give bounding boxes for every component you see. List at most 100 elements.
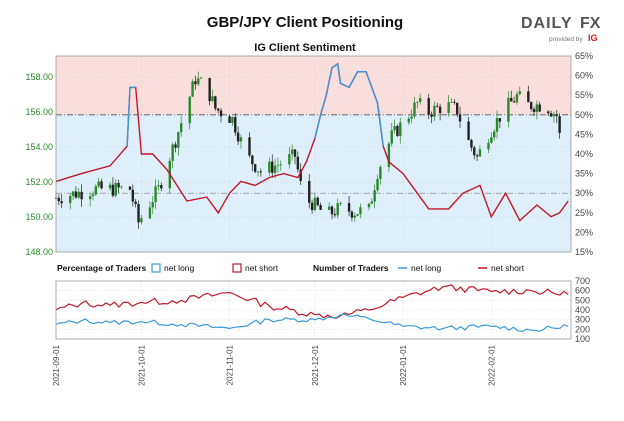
price-candle xyxy=(288,146,291,169)
net-short-background xyxy=(56,56,571,115)
price-candle xyxy=(413,97,416,119)
net-long-segment xyxy=(331,63,339,69)
price-candle xyxy=(171,142,174,169)
percentage-tick: 55% xyxy=(575,90,593,100)
price-candle xyxy=(296,151,300,173)
price-candles xyxy=(54,71,561,229)
price-candle xyxy=(120,185,123,190)
price-candle xyxy=(91,191,95,201)
price-tick: 158.00 xyxy=(25,72,53,82)
price-candle xyxy=(492,129,496,141)
price-candle xyxy=(94,184,98,196)
traders-grid xyxy=(55,280,571,340)
price-candle xyxy=(336,198,339,219)
price-candle xyxy=(271,154,274,179)
price-candle xyxy=(214,95,217,111)
price-candle xyxy=(416,100,419,109)
price-candle xyxy=(114,179,117,198)
price-candle xyxy=(100,178,103,190)
net-long-segment xyxy=(340,82,350,88)
price-candle xyxy=(211,89,214,103)
price-candle xyxy=(532,106,536,116)
percentage-tick: 45% xyxy=(575,129,593,139)
price-candle xyxy=(69,193,72,210)
price-candle xyxy=(117,179,120,194)
price-candle xyxy=(399,117,402,144)
traders-tick: 300 xyxy=(575,315,590,325)
traders-tick: 500 xyxy=(575,295,590,305)
price-candle xyxy=(549,110,553,118)
price-candle xyxy=(370,198,374,204)
price-candle xyxy=(529,101,533,112)
price-candle xyxy=(512,96,516,103)
price-candle xyxy=(376,174,379,193)
price-candle xyxy=(216,108,220,114)
traders-tick: 700 xyxy=(575,276,590,286)
price-candle xyxy=(251,154,254,172)
price-candle xyxy=(80,184,83,207)
price-candle xyxy=(347,196,351,217)
price-candle xyxy=(367,202,371,211)
date-tick: 2022-02-01 xyxy=(487,344,496,385)
percentage-tick: 30% xyxy=(575,188,593,198)
price-candle xyxy=(308,174,311,209)
price-candle xyxy=(276,157,280,173)
price-candle xyxy=(194,75,197,90)
percentage-tick: 20% xyxy=(575,227,593,237)
price-candle xyxy=(191,79,194,97)
price-axis: 148.00 150.00 152.00 154.00 156.00 158.00 xyxy=(25,72,53,257)
price-candle xyxy=(71,190,75,200)
price-candle xyxy=(475,153,479,162)
price-candle xyxy=(293,148,297,165)
price-candle xyxy=(552,111,556,123)
price-candle xyxy=(310,199,314,214)
price-candle xyxy=(427,93,430,120)
price-candle xyxy=(447,95,450,117)
price-candle xyxy=(228,114,231,123)
price-candle xyxy=(77,187,80,199)
dailyfx-logo: DAILY FX provided by IG xyxy=(521,15,601,43)
price-candle xyxy=(478,145,482,158)
price-candle xyxy=(179,116,183,137)
percentage-tick: 50% xyxy=(575,110,593,120)
price-candle xyxy=(134,198,137,208)
price-candle xyxy=(507,91,510,128)
price-candle xyxy=(527,85,530,103)
price-candle xyxy=(330,205,334,220)
price-candle xyxy=(418,93,422,105)
price-candle xyxy=(253,163,257,174)
price-candle xyxy=(316,196,319,207)
brand-name: DAILY xyxy=(521,15,573,32)
price-candle xyxy=(393,119,396,134)
price-candle xyxy=(248,132,251,158)
price-candle xyxy=(453,99,456,105)
price-candle xyxy=(379,165,382,185)
net-short-traders-line xyxy=(55,284,569,319)
brand-provided-by: provided by xyxy=(549,36,583,43)
price-candle xyxy=(390,122,393,147)
price-candle xyxy=(236,126,240,145)
price-candle xyxy=(151,196,154,215)
price-candle xyxy=(137,200,140,229)
price-candle xyxy=(359,203,362,219)
ig-logo: IG xyxy=(588,33,598,43)
price-candle xyxy=(97,177,100,189)
price-candle xyxy=(188,95,191,130)
price-tick: 148.00 xyxy=(25,247,53,257)
price-candle xyxy=(219,108,223,123)
chart-title: GBP/JPY Client Positioning xyxy=(207,14,403,31)
traders-tick: 400 xyxy=(575,305,590,315)
price-candle xyxy=(268,157,271,176)
price-candle xyxy=(234,113,237,136)
price-candle xyxy=(131,184,135,207)
price-candle xyxy=(498,118,502,129)
price-candle xyxy=(327,202,331,211)
price-candle xyxy=(140,214,143,225)
net-long-segment xyxy=(348,71,359,88)
price-candle xyxy=(111,177,115,198)
date-tick: 2022-01-01 xyxy=(399,344,408,385)
legend-pct-short-swatch xyxy=(232,263,242,273)
price-candle xyxy=(430,111,433,124)
price-candle xyxy=(57,194,61,206)
